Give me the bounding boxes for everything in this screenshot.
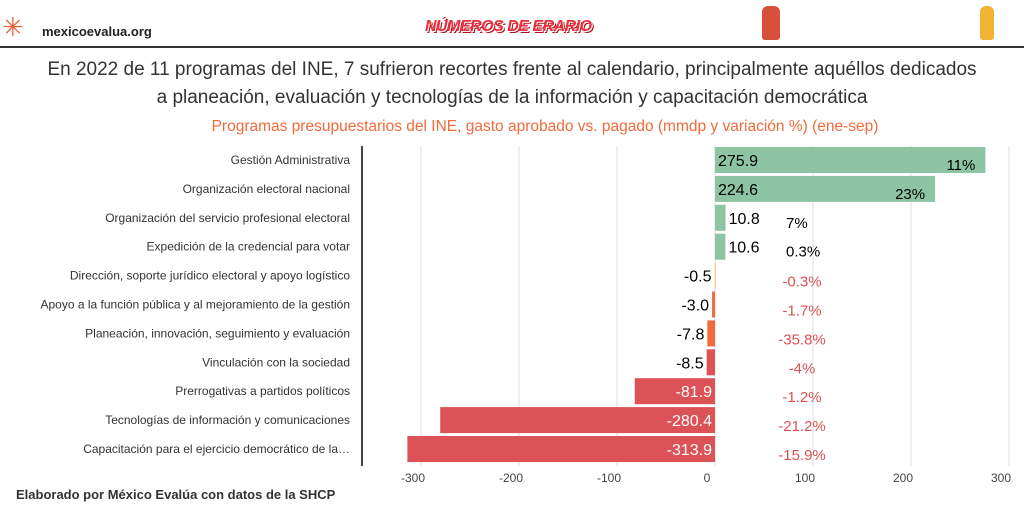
pct-label: -15.9%: [778, 447, 826, 464]
value-label: -280.4: [667, 413, 712, 430]
bar: [715, 233, 726, 260]
mascot-red-icon: [762, 6, 780, 40]
pct-label: -35.8%: [778, 331, 826, 348]
x-tick-label: -100: [597, 471, 621, 485]
value-label: -8.5: [676, 355, 704, 372]
category-label: Dirección, soporte jurídico electoral y …: [70, 269, 350, 283]
pct-label: -21.2%: [778, 418, 826, 435]
category-label: Prerrogativas a partidos políticos: [175, 384, 350, 398]
x-tick-label: 200: [893, 471, 913, 485]
x-tick-label: 0: [704, 471, 711, 485]
mascot-yellow-icon: [980, 6, 994, 40]
category-label: Planeación, innovación, seguimiento y ev…: [85, 326, 350, 340]
pct-label: -4%: [789, 360, 816, 377]
brand-logo: NÚMEROS DE ERARIO: [425, 18, 592, 35]
bar: [715, 175, 936, 202]
x-tick-label: -300: [401, 471, 425, 485]
category-label: Apoyo a la función pública y al mejorami…: [40, 298, 350, 312]
bar: [715, 204, 726, 231]
x-tick-label: 100: [795, 471, 815, 485]
x-tick-label: -200: [499, 471, 523, 485]
asterisk-logo-icon: ✳: [2, 12, 24, 42]
value-label: -81.9: [676, 384, 713, 401]
bar: [707, 320, 715, 347]
bar: [706, 349, 715, 376]
value-label: 275.9: [718, 153, 758, 170]
header: ✳ mexicoevalua.org NÚMEROS DE ERARIO: [0, 0, 1024, 48]
title-line-2: a planeación, evaluación y tecnologías d…: [156, 87, 868, 108]
category-label: Vinculación con la sociedad: [202, 355, 350, 369]
chart-title: Programas presupuestarios del INE, gasto…: [211, 118, 879, 135]
category-label: Capacitación para el ejercicio democráti…: [83, 442, 350, 456]
page-title: En 2022 de 11 programas del INE, 7 sufri…: [0, 56, 1024, 112]
value-label: 10.6: [728, 240, 759, 257]
value-label: -7.8: [677, 326, 705, 343]
value-label: -3.0: [681, 298, 709, 315]
title-line-1: En 2022 de 11 programas del INE, 7 sufri…: [47, 59, 977, 80]
pct-label: -1.7%: [782, 303, 821, 320]
category-label: Tecnologías de información y comunicacio…: [105, 413, 350, 427]
bar: [407, 436, 715, 462]
x-tick-label: 300: [991, 471, 1011, 485]
pct-label: 7%: [786, 215, 808, 232]
value-label: -0.5: [684, 269, 712, 286]
bar: [715, 147, 986, 173]
value-label: 224.6: [718, 182, 758, 199]
pct-label: -1.2%: [782, 389, 821, 406]
category-label: Organización electoral nacional: [183, 182, 350, 196]
pct-label: 11%: [946, 157, 975, 174]
category-label: Gestión Administrativa: [231, 153, 351, 167]
footer-source: Elaborado por México Evalúa con datos de…: [16, 487, 336, 502]
bar: [712, 291, 715, 318]
value-label: 10.8: [729, 211, 760, 228]
bar: [440, 407, 715, 434]
category-label: Expedición de la credencial para votar: [147, 240, 350, 254]
value-label: -313.9: [667, 442, 712, 459]
pct-label: 0.3%: [786, 244, 820, 261]
bar: [634, 378, 715, 405]
bar: [714, 262, 717, 289]
site-name[interactable]: mexicoevalua.org: [42, 24, 152, 39]
pct-label: 23%: [895, 186, 925, 203]
pct-label: -0.3%: [782, 274, 821, 291]
category-label: Organización del servicio profesional el…: [105, 211, 350, 225]
